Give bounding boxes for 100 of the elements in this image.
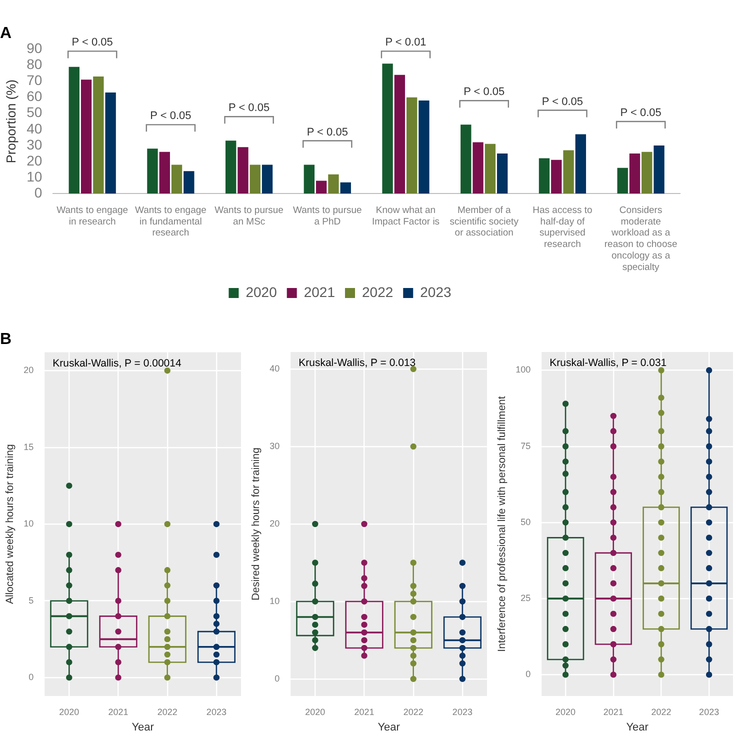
point	[410, 590, 416, 597]
point	[164, 598, 170, 604]
point	[706, 474, 712, 480]
point	[658, 534, 664, 541]
point	[361, 614, 368, 620]
point	[115, 613, 122, 620]
point	[312, 637, 318, 644]
annotation: P < 0.05	[620, 107, 662, 119]
point	[610, 656, 616, 663]
bar	[575, 134, 586, 194]
point	[115, 659, 122, 666]
point	[312, 560, 318, 566]
y-axis-title: Desired weekly hours for training	[250, 447, 262, 600]
bar	[563, 150, 574, 194]
point	[610, 474, 616, 480]
bar	[394, 74, 406, 194]
point	[610, 488, 616, 496]
x-tick-label: Wants to engage in fundamental research	[134, 204, 206, 239]
x-tick-label: Considers moderate workload as a reason to choose oncology as a specialty	[604, 204, 678, 273]
annotation: P < 0.05	[542, 96, 584, 108]
point	[610, 595, 616, 602]
point	[164, 659, 170, 666]
point	[410, 582, 416, 590]
x-axis-title: Year	[626, 721, 649, 734]
y-tick-label: 10	[26, 168, 42, 184]
point	[562, 662, 569, 669]
point	[459, 629, 466, 636]
annotation: P < 0.05	[228, 102, 270, 114]
point	[213, 628, 220, 635]
y-tick-label: 90	[26, 40, 42, 56]
x-tick-label: 2020	[305, 706, 326, 717]
point	[361, 575, 368, 582]
point	[706, 428, 712, 434]
point	[213, 582, 220, 589]
point	[459, 582, 466, 590]
point	[610, 534, 616, 541]
point	[459, 598, 466, 605]
y-axis-title: Allocated weekly hours for training	[4, 444, 16, 604]
x-tick-label: 2023	[699, 706, 720, 717]
point	[658, 367, 664, 374]
point	[610, 565, 616, 572]
point	[658, 610, 664, 617]
y-tick-label: 25	[520, 593, 531, 604]
point	[213, 620, 220, 627]
point	[164, 613, 170, 620]
point	[658, 428, 664, 434]
point	[164, 567, 170, 574]
point	[658, 626, 664, 632]
point	[658, 550, 664, 556]
point	[115, 628, 122, 635]
y-tick-label: 70	[26, 72, 42, 88]
y-tick-label: 60	[26, 88, 42, 104]
point	[562, 641, 569, 648]
x-tick-label: Wants to pursue a PhD	[292, 204, 362, 228]
point	[658, 474, 664, 480]
point	[361, 520, 368, 528]
x-axis-title: Year	[378, 721, 400, 734]
point	[706, 565, 712, 572]
point	[66, 552, 72, 558]
point	[213, 521, 220, 528]
point	[115, 598, 122, 604]
point	[312, 629, 318, 636]
bar	[496, 153, 508, 194]
legend-label: 2020	[246, 284, 278, 300]
x-tick-label: 2022	[651, 706, 672, 717]
point	[361, 637, 368, 644]
point	[115, 644, 122, 650]
bar	[460, 124, 472, 194]
point	[66, 644, 72, 650]
y-tick-label: 15	[24, 442, 34, 452]
point	[706, 656, 712, 663]
point	[164, 636, 170, 642]
point	[610, 504, 616, 510]
point	[706, 641, 712, 648]
bar	[68, 66, 80, 194]
y-tick-label: 40	[26, 120, 42, 136]
point	[312, 520, 318, 528]
bar	[250, 164, 260, 194]
y-tick-label: 80	[26, 56, 42, 72]
point	[562, 504, 569, 510]
point	[706, 458, 712, 465]
point	[361, 582, 368, 590]
point	[706, 488, 712, 496]
point	[115, 552, 122, 558]
point	[312, 614, 318, 620]
point	[562, 580, 569, 586]
point	[312, 598, 318, 605]
point	[213, 659, 220, 666]
point	[562, 443, 569, 450]
point	[706, 626, 712, 632]
point	[312, 622, 318, 628]
point	[610, 580, 616, 586]
point	[361, 560, 368, 566]
point	[658, 458, 664, 465]
bar	[238, 147, 248, 194]
x-tick-label: 2020	[59, 706, 80, 717]
point	[658, 443, 664, 450]
bar	[406, 97, 418, 194]
y-tick-label: 20	[24, 365, 34, 376]
point	[706, 580, 712, 586]
